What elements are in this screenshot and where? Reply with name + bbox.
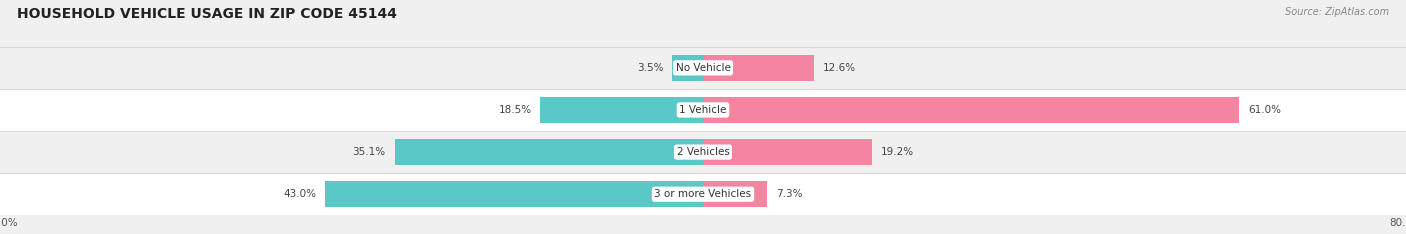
Text: 7.3%: 7.3% (776, 189, 803, 199)
Text: HOUSEHOLD VEHICLE USAGE IN ZIP CODE 45144: HOUSEHOLD VEHICLE USAGE IN ZIP CODE 4514… (17, 7, 396, 21)
Bar (0, 89, 1406, 131)
Text: 61.0%: 61.0% (1249, 105, 1281, 115)
Text: 3 or more Vehicles: 3 or more Vehicles (654, 189, 752, 199)
Text: 2 Vehicles: 2 Vehicles (676, 147, 730, 157)
Bar (325, 181, 703, 207)
Bar (672, 55, 703, 81)
Bar (703, 139, 872, 165)
Text: 35.1%: 35.1% (353, 147, 385, 157)
Bar (703, 97, 1239, 123)
Text: 3.5%: 3.5% (637, 63, 664, 73)
Bar (395, 139, 703, 165)
Text: 19.2%: 19.2% (880, 147, 914, 157)
Bar (540, 97, 703, 123)
Bar (0, 47, 1406, 89)
Text: 18.5%: 18.5% (499, 105, 531, 115)
Text: 43.0%: 43.0% (284, 189, 316, 199)
Bar (0, 131, 1406, 173)
Text: Source: ZipAtlas.com: Source: ZipAtlas.com (1285, 7, 1389, 17)
Text: No Vehicle: No Vehicle (675, 63, 731, 73)
Bar (703, 181, 768, 207)
Text: 1 Vehicle: 1 Vehicle (679, 105, 727, 115)
Bar (703, 55, 814, 81)
Text: 12.6%: 12.6% (823, 63, 856, 73)
Bar (0, 173, 1406, 215)
